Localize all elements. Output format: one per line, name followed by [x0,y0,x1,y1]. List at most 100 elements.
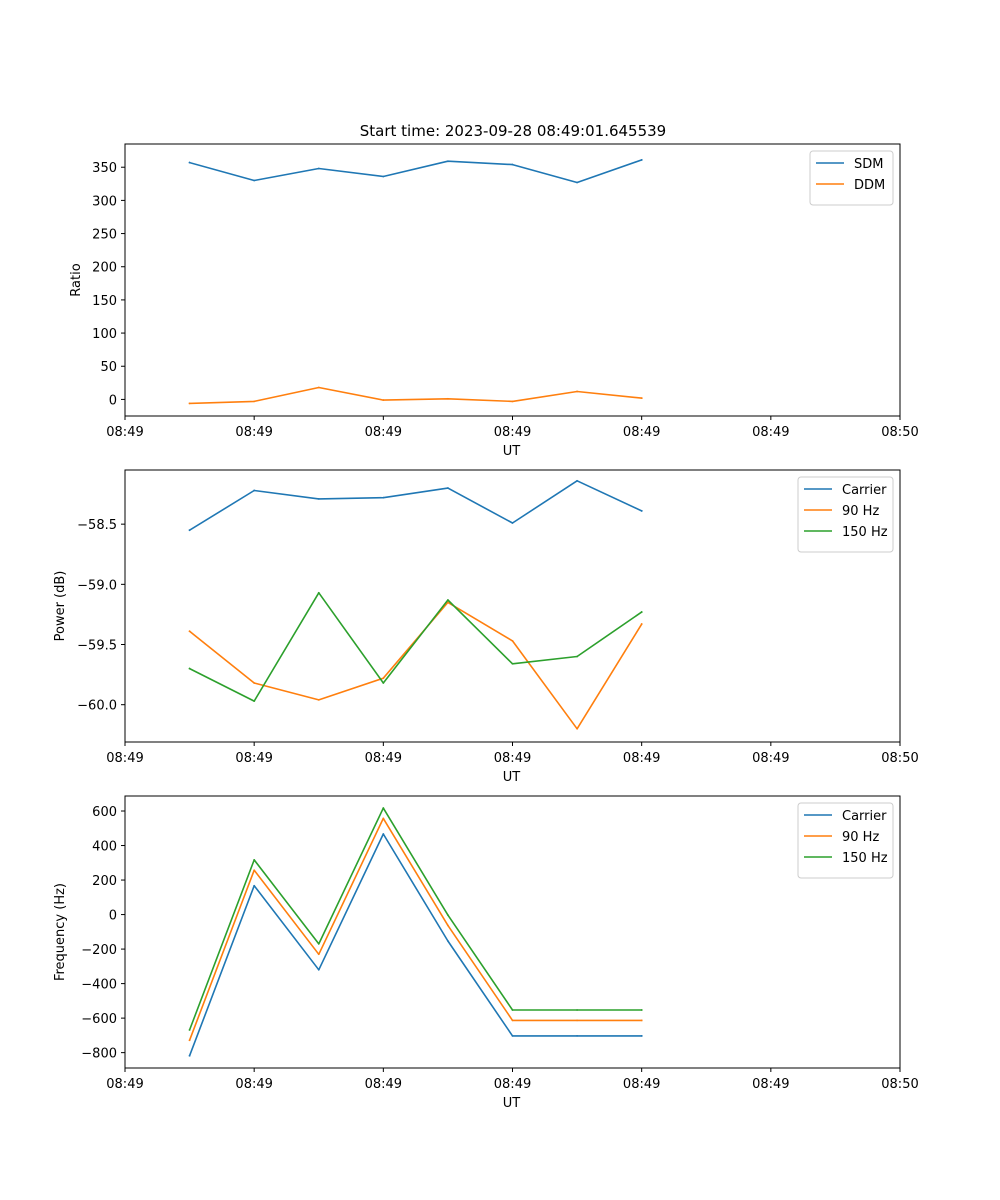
chart-1-series-sdm-point [511,163,514,166]
chart-1-series-ddm-point [382,399,385,401]
chart-3-series-150-hz-point [253,858,256,861]
chart-2-x-tick-label: 08:49 [106,751,143,766]
chart-1-x-tick-label: 08:49 [365,425,402,440]
chart-3-y-axis-label: Frequency (Hz) [53,883,68,981]
chart-3-series-150-hz-point [576,1009,578,1011]
chart-1-series-sdm-point [317,167,320,170]
chart-2-series-150-hz-point [511,662,514,665]
chart-2-series-150-hz-line [188,591,643,702]
chart-3-series-carrier-point [511,1034,514,1037]
chart-1-legend: SDM DDM [809,150,894,206]
chart-2-series-90-hz-point [640,623,643,625]
chart-3-x-tick-label: 08:49 [365,1077,402,1092]
chart-1-x-tick-label: 08:50 [881,425,918,440]
chart-3-series-90-hz-point [188,1039,191,1042]
chart-2-series-carrier-point [447,487,449,489]
chart-2-series-carrier-point [317,497,320,500]
chart-2-series-90-hz-point [511,640,514,642]
chart-1-series-ddm-point [447,397,449,400]
chart-3-y-tick-label: 400 [92,840,117,855]
chart-2-x-tick-label: 08:50 [881,751,918,766]
chart-3-series-carrier-point [640,1034,643,1037]
chart-3-series-90-hz-point [382,817,385,820]
chart-3-x-tick-label: 08:49 [235,1077,272,1092]
chart-2-legend-label-150-hz: 150 Hz [842,525,888,540]
chart-3-legend-label-carrier: Carrier [842,809,887,824]
chart-1-legend-box [809,150,894,206]
chart-3-series-90-hz-point [511,1019,514,1022]
chart-3-series-carrier-point [317,968,320,971]
chart-3-legend: Carrier 90 Hz 150 Hz [797,802,894,879]
chart-3-series-150-hz-point [447,914,449,916]
chart-2: 08:49 08:49 08:49 08:49 08:49 08:49 08:50 −60.0… [53,469,919,785]
figure-title: Start time: 2023-09-28 08:49:01.645539 [360,122,666,140]
chart-3-series-90-hz-line [188,817,643,1042]
chart-3-x-tick-label: 08:49 [494,1077,531,1092]
chart-3-y-tick-label: 200 [92,874,117,889]
chart-2-legend-box [797,476,894,553]
chart-1-series-sdm-point [188,161,191,164]
chart-1-legend-label-sdm: SDM [854,157,883,172]
chart-2-series-carrier-point [253,489,256,492]
chart-2-x-tick-label: 08:49 [752,751,789,766]
chart-1-x-tick-label: 08:49 [235,425,272,440]
chart-1-y-tick-label: 350 [92,161,117,176]
chart-3-y-tick-label: 600 [92,805,117,820]
chart-2-series-150-hz-point [640,611,643,613]
chart-3-y-tick-label: −400 [81,978,117,993]
chart-1-y-tick-label: 200 [92,261,117,276]
chart-1-series-sdm-line [188,158,643,184]
chart-2-series-150-hz-point [576,655,578,658]
chart-2-y-tick-label: −60.0 [77,699,117,714]
chart-1-y-tick-label: 0 [109,393,117,408]
chart-1-series-ddm-point [576,390,578,393]
chart-3-series-150-hz-point [317,943,320,945]
chart-3-x-tick-label: 08:50 [881,1077,918,1092]
chart-2-series-90-hz-point [382,677,385,680]
chart-1-series-sdm-point [640,159,643,161]
chart-1-legend-label-ddm: DDM [854,178,885,193]
chart-3-series-carrier-point [576,1034,578,1037]
chart-3-series-150-hz-line [188,807,643,1031]
chart-3-series-150-hz-point [188,1028,191,1031]
chart-2-series-150-hz-point [188,667,191,670]
chart-1-x-tick-label: 08:49 [494,425,531,440]
chart-2-series-carrier-point [382,496,385,499]
chart-1-series-ddm-point [511,400,514,403]
chart-2-series-150-hz-point [317,591,320,594]
chart-3-y-tick-label: 0 [109,909,117,924]
chart-1-series-sdm-point [447,160,449,163]
chart-2-series-90-hz-point [253,682,256,684]
chart-1-series-ddm-point [317,386,320,389]
chart-2-x-tick-label: 08:49 [235,751,272,766]
chart-3-y-tick-label: −800 [81,1047,117,1062]
chart-3-series-150-hz-point [511,1009,514,1011]
chart-2-series-carrier-point [511,522,514,524]
chart-2-series-90-hz-point [317,698,320,701]
chart-3-series-90-hz-point [640,1019,643,1022]
chart-2-series-carrier-point [576,479,578,482]
chart-3: 08:49 08:49 08:49 08:49 08:49 08:49 08:50 −800 −… [53,795,919,1111]
chart-2-y-tick-label: −59.5 [77,639,117,654]
chart-2-series-carrier-point [188,529,191,532]
chart-3-series-carrier-point [253,884,256,887]
chart-2-series-150-hz-point [447,599,449,601]
chart-3-series-carrier-point [447,940,449,942]
chart-3-legend-box [797,802,894,879]
panels: 08:49 08:49 08:49 08:49 08:49 08:49 08:50 0 50 10… [53,143,919,1111]
chart-2-series-90-hz-point [576,727,578,730]
chart-3-series-carrier-line [188,833,643,1057]
chart-1-y-tick-label: 250 [92,228,117,243]
chart-1-series-ddm-line [188,386,643,405]
chart-2-x-tick-label: 08:49 [365,751,402,766]
chart-1-x-tick-label: 08:49 [106,425,143,440]
chart-1-series-sdm-point [576,181,578,184]
chart-1-series-sdm-point [253,179,256,182]
chart-2-legend-label-90-hz: 90 Hz [842,504,879,519]
chart-2-series-carrier-line [188,479,643,532]
chart-3-x-tick-label: 08:49 [106,1077,143,1092]
chart-3-x-tick-label: 08:49 [752,1077,789,1092]
chart-3-x-axis-label: UT [503,1096,521,1111]
chart-3-series-90-hz-point [576,1019,578,1022]
